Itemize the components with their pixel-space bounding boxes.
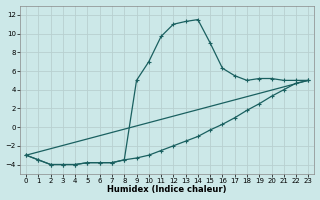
- X-axis label: Humidex (Indice chaleur): Humidex (Indice chaleur): [108, 185, 227, 194]
